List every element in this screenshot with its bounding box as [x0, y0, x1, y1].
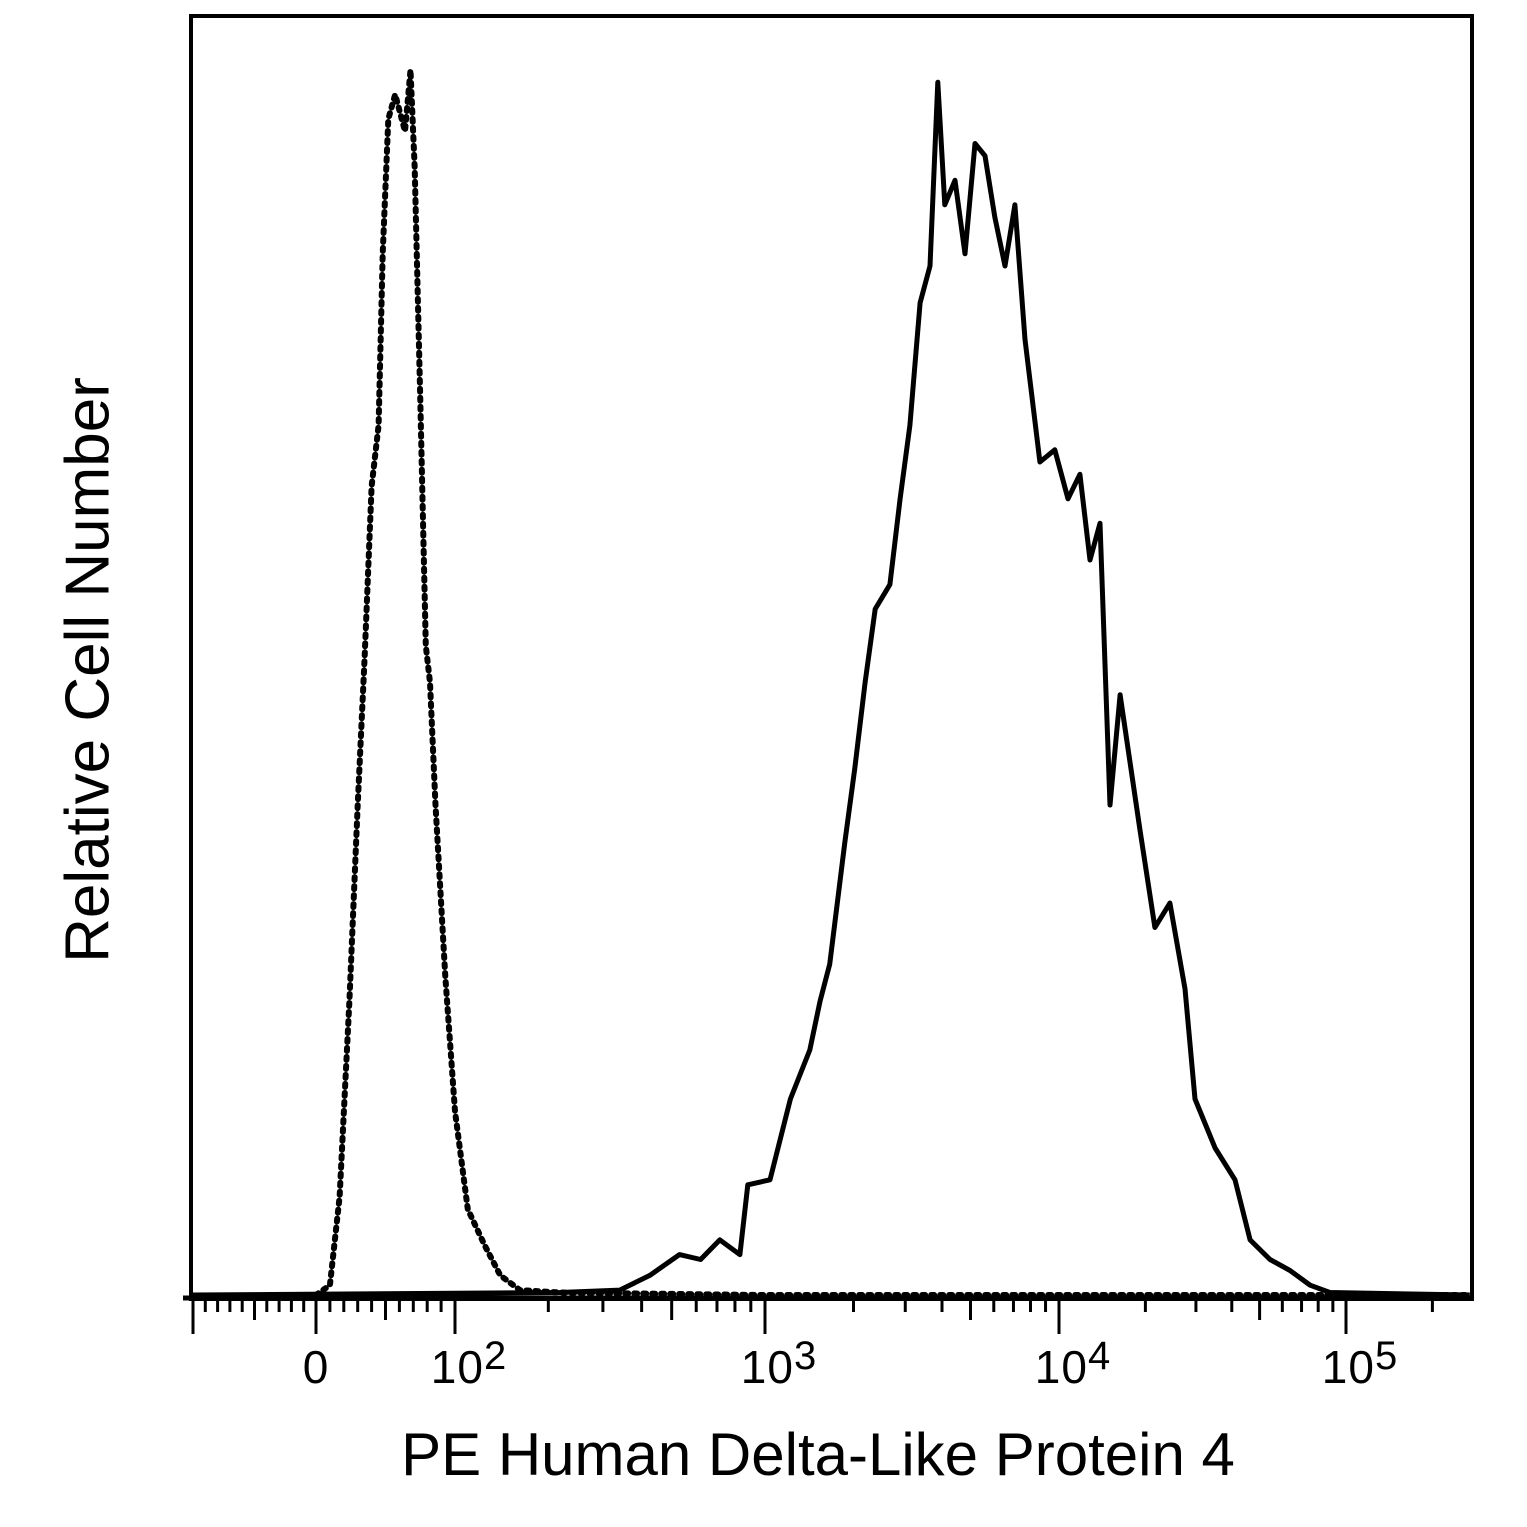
x-axis-label: PE Human Delta-Like Protein 4 — [401, 1421, 1235, 1488]
tick-exponent: 5 — [1374, 1334, 1399, 1378]
x-axis-ticks — [183, 1295, 1472, 1334]
tick-base: 10 — [1034, 1341, 1088, 1393]
tick-base: 10 — [430, 1341, 484, 1393]
stained-sample-histogram — [192, 79, 1470, 1298]
tick-base: 10 — [740, 1341, 794, 1393]
series-group — [192, 67, 1473, 1298]
x-tick-label: 102 — [430, 1334, 507, 1394]
x-tick-label: 105 — [1321, 1334, 1398, 1394]
y-axis-label: Relative Cell Number — [53, 377, 123, 963]
tick-base: 10 — [1321, 1341, 1375, 1393]
tick-base: 0 — [302, 1341, 330, 1393]
isotype-control-histogram — [313, 67, 1473, 1298]
tick-exponent: 3 — [793, 1334, 818, 1378]
x-tick-label: 103 — [740, 1334, 817, 1394]
tick-exponent: 4 — [1087, 1334, 1112, 1378]
x-tick-label: 104 — [1034, 1334, 1111, 1394]
tick-exponent: 2 — [483, 1334, 508, 1378]
x-tick-label: 0 — [303, 1340, 330, 1394]
